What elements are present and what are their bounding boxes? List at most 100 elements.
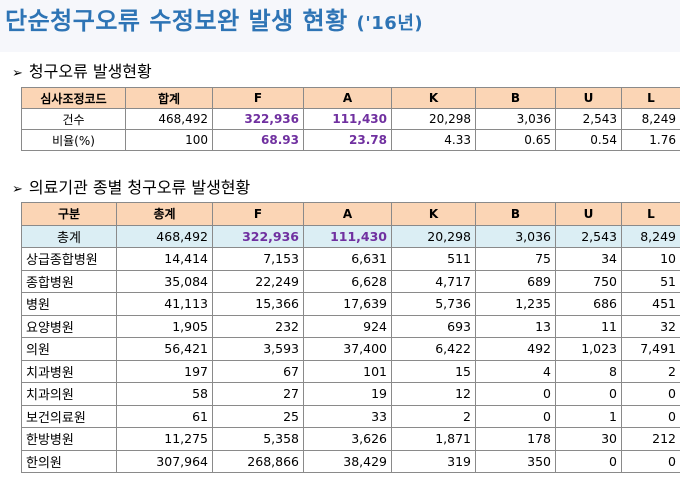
table-cell: 25 [212,404,304,428]
table-row: 종합병원 35,084 22,249 6,628 4,717 689 750 51 [21,269,680,293]
table-cell: 3,036 [475,108,556,130]
table-row: 치과병원 197 67 101 15 4 8 2 [21,359,680,383]
table-cell: 689 [475,269,556,293]
error-summary-table: 심사조정코드 합계 F A K B U L 건수 468,492 322,936… [21,87,680,151]
table-cell: 17,639 [303,292,392,316]
row-label: 비율(%) [21,129,126,151]
table-cell: 1,023 [555,337,622,361]
table-cell: 58 [116,382,213,406]
table-cell: 22,249 [212,269,304,293]
row-label: 상급종합병원 [21,247,117,271]
table-cell: 750 [555,269,622,293]
table-row: 비율(%) 100 68.93 23.78 4.33 0.65 0.54 1.7… [21,129,680,151]
table-cell: 8,249 [621,224,680,248]
table-cell: 0 [555,449,622,473]
table-cell: 4 [475,359,556,383]
table-cell: 492 [475,337,556,361]
table-cell: 468,492 [125,108,213,130]
institution-error-table: 구분 총계 F A K B U L 총계 468,492 322,936 111… [21,202,680,473]
table-cell: 0.65 [475,129,556,151]
table-cell: 32 [621,314,680,338]
row-label: 종합병원 [21,269,117,293]
title-bar: 단순청구오류 수정보완 발생 현황 ('16년) [0,0,680,52]
column-header: B [475,87,556,109]
table-cell: 20,298 [391,108,476,130]
table-row: 요양병원 1,905 232 924 693 13 11 32 [21,314,680,338]
table-cell: 451 [621,292,680,316]
table-cell: 197 [116,359,213,383]
table-row: 한방병원 11,275 5,358 3,626 1,871 178 30 212 [21,427,680,451]
row-label: 한의원 [21,449,117,473]
table-cell: 319 [391,449,476,473]
table-row: 건수 468,492 322,936 111,430 20,298 3,036 … [21,108,680,130]
table-cell: 322,936 [212,108,304,130]
table-cell: 35,084 [116,269,213,293]
column-header: U [555,87,622,109]
row-label: 치과의원 [21,382,117,406]
table-cell: 111,430 [303,108,392,130]
arrow-bullet-icon: ➢ [12,182,23,197]
table-cell: 11 [555,314,622,338]
table-cell: 38,429 [303,449,392,473]
table-cell: 68.93 [212,129,304,151]
table-cell: 14,414 [116,247,213,271]
table-row: 보건의료원 61 25 33 2 0 1 0 [21,404,680,428]
table-cell: 6,631 [303,247,392,271]
table-cell: 232 [212,314,304,338]
table-cell: 5,736 [391,292,476,316]
table-cell: 0 [475,382,556,406]
table-cell: 1 [555,404,622,428]
table-cell: 13 [475,314,556,338]
table-total-row: 총계 468,492 322,936 111,430 20,298 3,036 … [21,224,680,248]
column-header: K [391,87,476,109]
table-cell: 19 [303,382,392,406]
section-heading-text: 의료기관 종별 청구오류 발생현황 [28,178,251,197]
table-cell: 2 [391,404,476,428]
table-cell: 924 [303,314,392,338]
table-cell: 0 [555,382,622,406]
table-cell: 5,358 [212,427,304,451]
column-header: 총계 [116,202,213,226]
table-cell: 1.76 [621,129,680,151]
row-label: 의원 [21,337,117,361]
table-cell: 51 [621,269,680,293]
table-row: 상급종합병원 14,414 7,153 6,631 511 75 34 10 [21,247,680,271]
table-cell: 8 [555,359,622,383]
section-heading-text: 청구오류 발생현황 [28,62,152,81]
table-row: 치과의원 58 27 19 12 0 0 0 [21,382,680,406]
table-cell: 2,543 [555,108,622,130]
table-cell: 693 [391,314,476,338]
row-label: 보건의료원 [21,404,117,428]
column-header: A [303,87,392,109]
column-header: U [555,202,622,226]
table-cell: 6,628 [303,269,392,293]
table-cell: 0 [475,404,556,428]
column-header: F [212,202,304,226]
table-cell: 4,717 [391,269,476,293]
table-cell: 33 [303,404,392,428]
table-cell: 268,866 [212,449,304,473]
column-header: K [391,202,476,226]
table-cell: 20,298 [391,224,476,248]
row-label: 총계 [21,224,117,248]
table-cell: 41,113 [116,292,213,316]
table-cell: 4.33 [391,129,476,151]
row-label: 치과병원 [21,359,117,383]
table-cell: 3,036 [475,224,556,248]
table-cell: 1,871 [391,427,476,451]
table-header-row: 구분 총계 F A K B U L [21,202,680,226]
table-cell: 3,626 [303,427,392,451]
table-cell: 468,492 [116,224,213,248]
section-heading-institution-type: ➢ 의료기관 종별 청구오류 발생현황 [12,174,250,198]
table-cell: 212 [621,427,680,451]
table-cell: 10 [621,247,680,271]
table-cell: 307,964 [116,449,213,473]
table-cell: 1,235 [475,292,556,316]
table-cell: 61 [116,404,213,428]
column-header: L [621,87,680,109]
table-cell: 6,422 [391,337,476,361]
table-cell: 686 [555,292,622,316]
table-cell: 111,430 [303,224,392,248]
table-cell: 0 [621,404,680,428]
table-cell: 0.54 [555,129,622,151]
